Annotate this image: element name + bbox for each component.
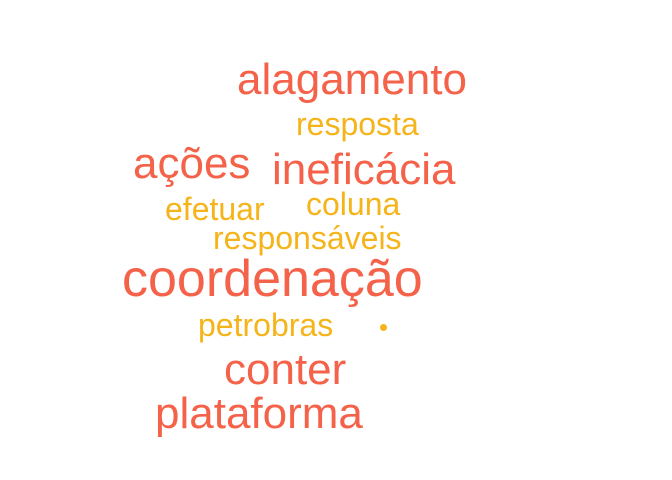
word-responsaveis: responsáveis bbox=[213, 220, 402, 256]
word-plataforma: plataforma bbox=[155, 389, 363, 438]
word-acoes: ações bbox=[133, 139, 251, 188]
word-ineficacia: ineficácia bbox=[272, 145, 456, 194]
word-coordenacao: coordenação bbox=[122, 250, 423, 308]
word-coluna: coluna bbox=[306, 186, 401, 222]
word-petrobras: petrobras bbox=[198, 307, 334, 343]
bullet-dot bbox=[380, 324, 387, 331]
word-alagamento: alagamento bbox=[237, 55, 467, 104]
word-efetuar: efetuar bbox=[165, 191, 265, 227]
word-resposta: resposta bbox=[296, 106, 419, 142]
word-conter: conter bbox=[224, 345, 347, 394]
